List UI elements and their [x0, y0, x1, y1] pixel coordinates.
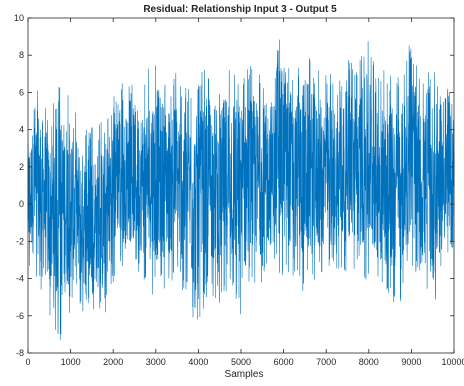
x-tick-label: 6000 [274, 357, 294, 367]
plot-area [27, 39, 455, 340]
chart-title: Residual: Relationship Input 3 - Output … [143, 4, 337, 15]
x-axis-label: Samples [225, 369, 264, 380]
y-tick-label: 10 [14, 13, 24, 23]
y-tick-label: -8 [16, 348, 24, 358]
x-tick-label: 2000 [103, 357, 123, 367]
residual-series-line [27, 39, 455, 340]
x-tick-label: 4000 [188, 357, 208, 367]
x-tick-label: 3000 [146, 357, 166, 367]
x-tick-label: 9000 [401, 357, 421, 367]
plot-frame [27, 17, 455, 354]
x-tick-label: 7000 [316, 357, 336, 367]
x-tick-label: 10000 [441, 357, 464, 367]
y-tick-label: 4 [19, 125, 24, 135]
x-tick-label: 1000 [61, 357, 81, 367]
x-tick-label: 0 [25, 357, 30, 367]
x-tick-label: 5000 [231, 357, 251, 367]
y-tick-label: 6 [19, 87, 24, 97]
y-tick-label: -6 [16, 311, 24, 321]
y-tick-label: 0 [19, 199, 24, 209]
y-tick-label: 2 [19, 162, 24, 172]
y-tick-label: -4 [16, 274, 24, 284]
y-tick-label: 8 [19, 50, 24, 60]
axis-ticks: 0 1000 2000 3000 4000 5000 6000 7000 8000 9000 100… [14, 13, 464, 367]
y-tick-label: -2 [16, 236, 24, 246]
x-tick-label: 8000 [359, 357, 379, 367]
